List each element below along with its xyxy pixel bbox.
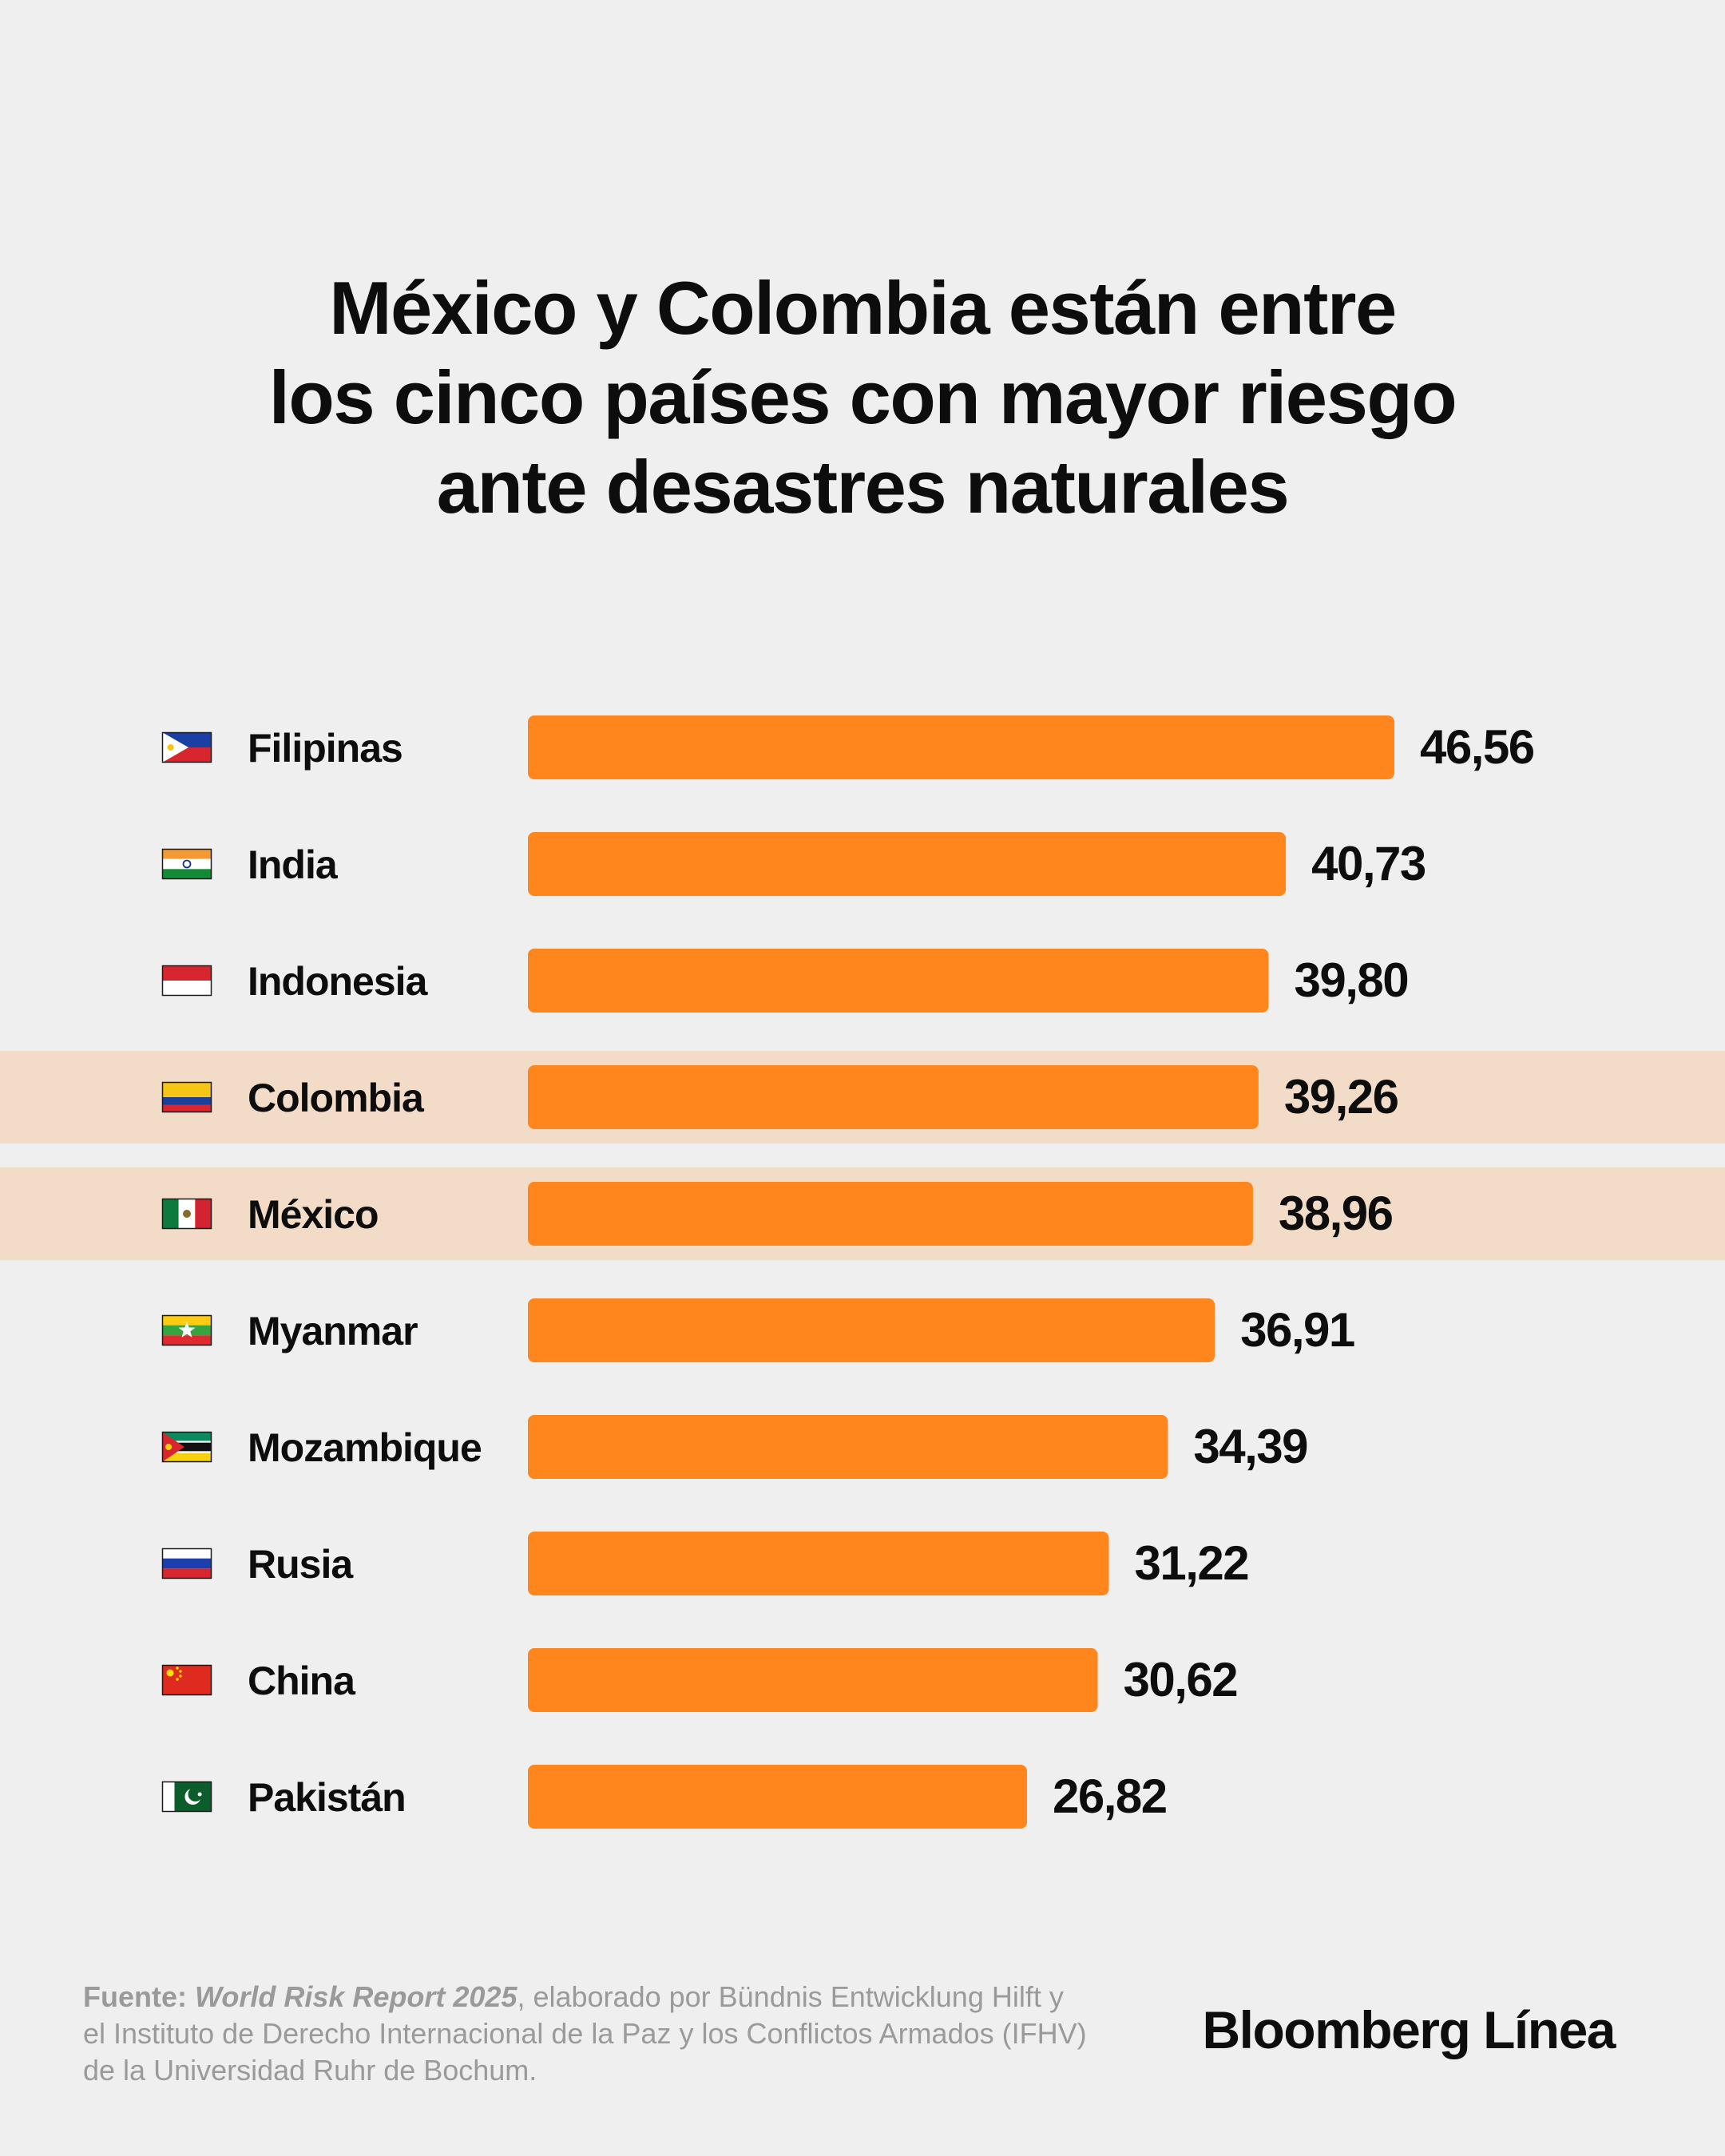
bar [528, 1532, 1109, 1595]
mexico-flag-icon [161, 1198, 212, 1230]
bar-chart: Filipinas 46,56 India 40,73 Indonesia 39,80 Co… [0, 715, 1725, 1829]
category-label: India [248, 842, 339, 887]
chart-title: México y Colombia están entre los cinco … [144, 264, 1581, 532]
category-label: México [248, 1192, 379, 1237]
china-flag-icon [161, 1664, 212, 1696]
source-text: , elaborado por Bündnis Entwicklung Hilf… [83, 1980, 1087, 2087]
bar-row-colombia: Colombia 39,26 [0, 1051, 1725, 1143]
source-report-title: World Risk Report 2025 [195, 1980, 518, 2013]
bar-row-filipinas: Filipinas 46,56 [161, 715, 1535, 779]
bar [528, 1765, 1027, 1829]
category-label: Rusia [248, 1542, 354, 1587]
category-label: Pakistán [248, 1775, 406, 1820]
bar-row-mozambique: Mozambique 34,39 [161, 1415, 1309, 1479]
source-label: Fuente: [83, 1980, 187, 2013]
indonesia-flag-icon [161, 965, 212, 997]
russia-flag-icon [161, 1548, 212, 1579]
value-label: 34,39 [1193, 1420, 1307, 1473]
value-label: 30,62 [1124, 1653, 1238, 1706]
value-label: 36,91 [1240, 1303, 1354, 1357]
bar-row-pakistan: Pakistán 26,82 [161, 1765, 1168, 1829]
category-label: Myanmar [248, 1309, 418, 1353]
value-label: 46,56 [1420, 720, 1534, 774]
value-label: 31,22 [1135, 1536, 1249, 1590]
category-label: Filipinas [248, 726, 402, 771]
value-label: 39,26 [1284, 1070, 1398, 1124]
colombia-flag-icon [161, 1081, 212, 1113]
bar [528, 832, 1287, 896]
title-line-2: los cinco países con mayor riesgo [268, 355, 1457, 439]
bar [528, 715, 1394, 779]
mozambique-flag-icon [161, 1431, 212, 1463]
brand-logo: Bloomberg Línea [1202, 2000, 1616, 2059]
india-flag-icon [161, 848, 212, 880]
bar [528, 949, 1269, 1013]
bar-row-myanmar: Myanmar 36,91 [161, 1298, 1355, 1362]
bar [528, 1415, 1168, 1479]
value-label: 38,96 [1279, 1187, 1393, 1240]
bar [528, 1648, 1098, 1712]
value-label: 26,82 [1053, 1770, 1167, 1823]
title-line-3: ante desastres naturales [436, 445, 1290, 529]
philippines-flag-icon [161, 731, 212, 763]
bar-row-rusia: Rusia 31,22 [161, 1532, 1250, 1595]
title-line-1: México y Colombia están entre [329, 266, 1397, 350]
category-label: China [248, 1659, 356, 1703]
category-label: Colombia [248, 1076, 425, 1120]
bar [528, 1298, 1215, 1362]
bar [528, 1182, 1253, 1246]
value-label: 40,73 [1311, 837, 1426, 890]
bar-row-mexico: México 38,96 [0, 1167, 1725, 1260]
category-label: Mozambique [248, 1425, 482, 1470]
pakistan-flag-icon [161, 1781, 212, 1813]
category-label: Indonesia [248, 959, 429, 1004]
source-note: Fuente: World Risk Report 2025, elaborad… [83, 1979, 1089, 2089]
myanmar-flag-icon [161, 1314, 212, 1346]
bar-row-indonesia: Indonesia 39,80 [161, 949, 1410, 1013]
value-label: 39,80 [1295, 953, 1409, 1007]
bar-row-china: China 30,62 [161, 1648, 1239, 1712]
bar [528, 1065, 1259, 1129]
bar-row-india: India 40,73 [161, 832, 1426, 896]
